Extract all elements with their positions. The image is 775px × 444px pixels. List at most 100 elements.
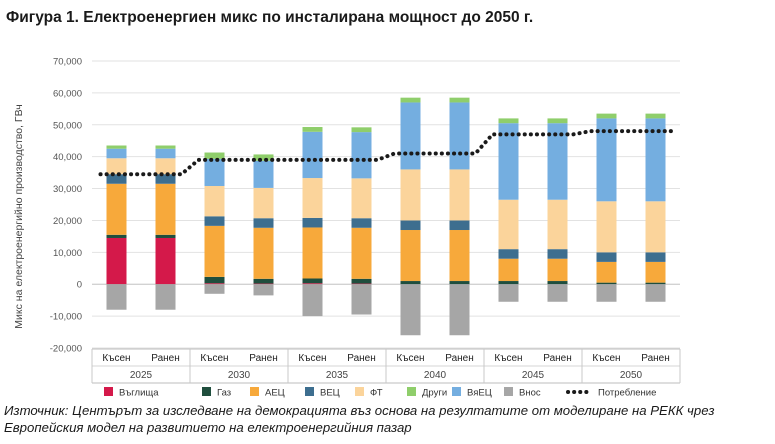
legend: Въглища Газ АЕЦ ВЕЦ ФТ Други ВяЕЦ Внос Потреблен… <box>104 387 656 399</box>
bar-segment <box>253 278 274 284</box>
bar-segment <box>645 261 666 283</box>
bar-segment <box>253 284 274 296</box>
y-tick-label: 20,000 <box>53 216 82 227</box>
bar-segment <box>351 218 372 228</box>
bar-segment <box>498 249 519 259</box>
y-tick-label: 60,000 <box>53 88 82 99</box>
bar-segment <box>106 174 127 184</box>
bar-segment <box>302 127 323 132</box>
bar-segment <box>155 234 176 238</box>
legend-swatch <box>355 387 364 396</box>
bar-segment <box>596 113 617 119</box>
legend-label: ВяЕЦ <box>467 388 492 399</box>
x-group-label: 2030 <box>228 370 251 381</box>
y-tick-label: 30,000 <box>53 184 82 195</box>
bar-segment <box>106 183 127 235</box>
bar-segment <box>498 258 519 282</box>
x-tick-label: Късен <box>298 353 326 364</box>
bar-segment <box>400 281 421 285</box>
legend-label: Други <box>422 388 447 399</box>
y-tick-label: 70,000 <box>53 57 82 68</box>
legend-label: Газ <box>217 388 231 399</box>
bar-segment <box>449 220 470 231</box>
bar-segment <box>596 118 617 202</box>
bar-segment <box>106 148 127 159</box>
bar-segment <box>449 230 470 282</box>
bar-segment <box>302 178 323 218</box>
bar-segment <box>351 227 372 279</box>
bar-segment <box>204 158 225 187</box>
bar-segment <box>498 123 519 200</box>
bar-segment <box>302 278 323 284</box>
bar-segment <box>204 216 225 226</box>
legend-label: Потребление <box>598 388 656 399</box>
bar-segment <box>498 199 519 250</box>
bar-segment <box>498 118 519 124</box>
x-tick-label: Ранен <box>151 353 180 364</box>
x-tick-label: Ранен <box>445 353 474 364</box>
y-tick-label: 10,000 <box>53 248 82 259</box>
x-group-label: 2045 <box>522 370 545 381</box>
bar-segment <box>645 282 666 285</box>
bars <box>106 97 666 336</box>
bar-segment <box>302 284 323 317</box>
bar-segment <box>204 284 225 294</box>
bar-segment <box>645 284 666 302</box>
legend-label: АЕЦ <box>265 388 285 399</box>
bar-segment <box>302 283 323 285</box>
bar-segment <box>106 284 127 310</box>
consumption-line <box>98 129 674 177</box>
bar-segment <box>547 249 568 259</box>
bar-segment <box>498 281 519 285</box>
legend-swatch <box>452 387 461 396</box>
bar-segment <box>351 127 372 133</box>
bar-segment <box>645 113 666 119</box>
bar-segment <box>351 283 372 285</box>
bar-segment <box>351 178 372 219</box>
bar-segment <box>645 201 666 253</box>
x-tick-label: Ранен <box>347 353 376 364</box>
bar-segment <box>204 283 225 285</box>
legend-swatch <box>407 387 416 396</box>
bar-segment <box>155 284 176 310</box>
bar-segment <box>547 284 568 302</box>
bar-segment <box>253 154 274 161</box>
bar-segment <box>253 227 274 279</box>
bar-segment <box>449 169 470 221</box>
bar-segment <box>155 158 176 175</box>
x-group-label: 2035 <box>326 370 349 381</box>
bar-segment <box>596 252 617 262</box>
bar-segment <box>351 132 372 179</box>
bar-segment <box>253 218 274 228</box>
bar-segment <box>547 281 568 285</box>
bar-segment <box>547 118 568 124</box>
bar-segment <box>351 278 372 284</box>
y-tick-label: 50,000 <box>53 120 82 131</box>
y-tick-labels: -20,000 -10,000 0 10,000 20,000 30,000 40,000 5… <box>50 57 82 355</box>
y-tick-label: -20,000 <box>50 344 82 355</box>
x-tick-label: Ранен <box>249 353 278 364</box>
bar-segment <box>155 174 176 184</box>
legend-label: Въглища <box>119 388 159 399</box>
bar-segment <box>204 276 225 284</box>
bar-segment <box>302 217 323 228</box>
y-tick-label: 0 <box>77 280 82 291</box>
legend-label: ВЕЦ <box>320 388 340 399</box>
bar-segment <box>498 284 519 302</box>
bar-segment <box>547 258 568 282</box>
x-group-label: 2050 <box>620 370 643 381</box>
bar-segment <box>449 284 470 336</box>
bar-segment <box>449 97 470 103</box>
y-tick-label: 40,000 <box>53 152 82 163</box>
bar-segment <box>449 102 470 170</box>
bar-segment <box>645 118 666 202</box>
bar-segment <box>106 237 127 285</box>
bar-segment <box>400 230 421 282</box>
bar-segment <box>645 252 666 262</box>
x-axis: Късен Ранен Късен Ранен Късен Ранен Късен Ранен… <box>91 348 681 384</box>
legend-label: Внос <box>519 388 541 399</box>
bar-segment <box>155 183 176 235</box>
x-group-label: 2025 <box>130 370 153 381</box>
bar-segment <box>596 261 617 283</box>
bar-segment <box>204 186 225 217</box>
